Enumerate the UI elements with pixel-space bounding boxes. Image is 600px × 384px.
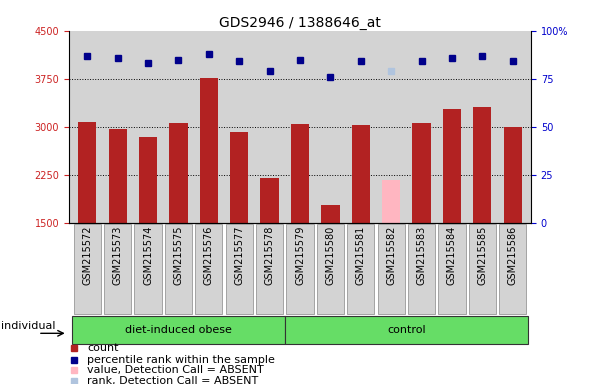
Bar xyxy=(503,127,522,223)
Bar xyxy=(74,223,101,314)
Text: GSM215581: GSM215581 xyxy=(356,225,366,285)
Bar xyxy=(285,316,528,344)
Bar xyxy=(286,223,314,314)
Text: GSM215585: GSM215585 xyxy=(478,225,487,285)
Text: GSM215577: GSM215577 xyxy=(234,225,244,285)
Bar xyxy=(352,126,370,223)
Bar xyxy=(134,223,162,314)
Bar xyxy=(226,223,253,314)
Text: GSM215582: GSM215582 xyxy=(386,225,396,285)
Text: GSM215573: GSM215573 xyxy=(113,225,122,285)
Bar xyxy=(291,124,309,223)
Bar xyxy=(408,223,435,314)
Bar xyxy=(165,223,192,314)
Bar xyxy=(377,223,405,314)
Bar xyxy=(443,109,461,223)
Text: individual: individual xyxy=(1,321,56,331)
Text: GSM215574: GSM215574 xyxy=(143,225,153,285)
Bar xyxy=(438,223,466,314)
Bar xyxy=(256,223,283,314)
Text: value, Detection Call = ABSENT: value, Detection Call = ABSENT xyxy=(88,365,264,375)
Text: GSM215580: GSM215580 xyxy=(325,225,335,285)
Bar xyxy=(169,123,188,223)
Bar xyxy=(473,107,491,223)
Bar xyxy=(412,123,431,223)
Text: GSM215579: GSM215579 xyxy=(295,225,305,285)
Bar xyxy=(499,223,526,314)
Text: GSM215584: GSM215584 xyxy=(447,225,457,285)
Bar xyxy=(321,205,340,223)
Text: GSM215572: GSM215572 xyxy=(82,225,92,285)
Text: GSM215578: GSM215578 xyxy=(265,225,275,285)
Bar xyxy=(200,78,218,223)
Bar xyxy=(139,137,157,223)
Text: GSM215576: GSM215576 xyxy=(204,225,214,285)
Bar xyxy=(72,316,285,344)
Text: rank, Detection Call = ABSENT: rank, Detection Call = ABSENT xyxy=(88,376,259,384)
Title: GDS2946 / 1388646_at: GDS2946 / 1388646_at xyxy=(219,16,381,30)
Bar xyxy=(230,132,248,223)
Text: control: control xyxy=(387,325,425,335)
Bar xyxy=(195,223,223,314)
Bar xyxy=(469,223,496,314)
Text: GSM215583: GSM215583 xyxy=(416,225,427,285)
Bar xyxy=(104,223,131,314)
Text: GSM215586: GSM215586 xyxy=(508,225,518,285)
Bar xyxy=(382,180,400,223)
Text: GSM215575: GSM215575 xyxy=(173,225,184,285)
Bar xyxy=(78,122,97,223)
Bar xyxy=(109,129,127,223)
Bar xyxy=(317,223,344,314)
Bar xyxy=(347,223,374,314)
Text: percentile rank within the sample: percentile rank within the sample xyxy=(88,355,275,365)
Text: count: count xyxy=(88,343,119,353)
Bar xyxy=(260,178,279,223)
Text: diet-induced obese: diet-induced obese xyxy=(125,325,232,335)
